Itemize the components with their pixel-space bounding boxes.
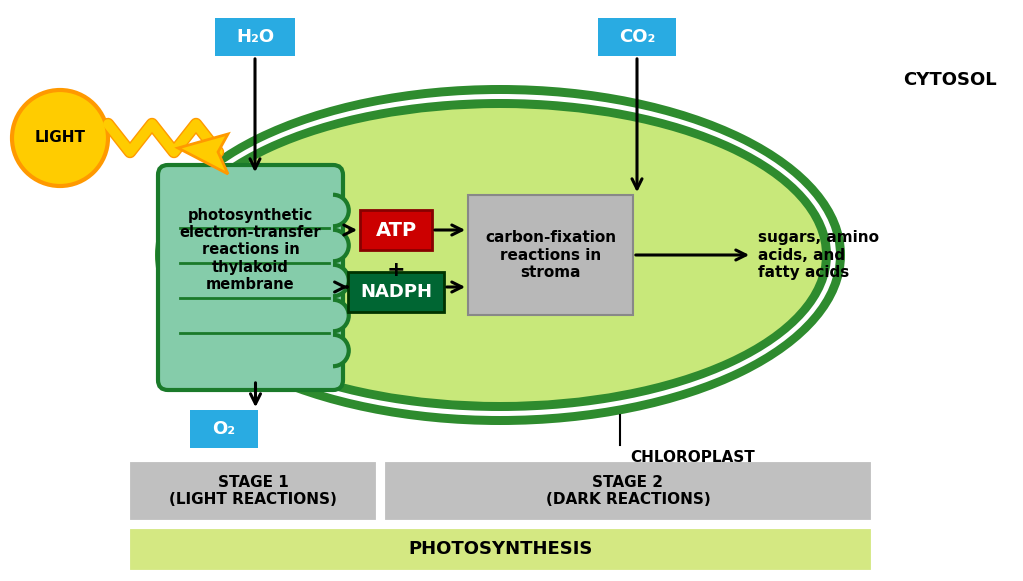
Text: H₂O: H₂O	[236, 28, 274, 46]
Wedge shape	[333, 195, 349, 226]
Ellipse shape	[164, 94, 836, 416]
FancyBboxPatch shape	[468, 195, 633, 315]
FancyBboxPatch shape	[383, 460, 873, 522]
Text: sugars, amino
acids, and
fatty acids: sugars, amino acids, and fatty acids	[758, 230, 879, 280]
FancyBboxPatch shape	[360, 210, 432, 250]
FancyBboxPatch shape	[215, 18, 295, 56]
Text: ATP: ATP	[375, 221, 416, 239]
Text: LIGHT: LIGHT	[35, 131, 86, 145]
Text: CYTOSOL: CYTOSOL	[903, 71, 996, 89]
Text: photosynthetic
electron-transfer
reactions in
thylakoid
membrane: photosynthetic electron-transfer reactio…	[180, 207, 321, 292]
Text: carbon-fixation
reactions in
stroma: carbon-fixation reactions in stroma	[485, 230, 616, 280]
Text: O₂: O₂	[213, 420, 235, 438]
FancyBboxPatch shape	[158, 165, 343, 390]
Ellipse shape	[178, 108, 822, 402]
Polygon shape	[178, 134, 228, 174]
FancyBboxPatch shape	[190, 410, 258, 448]
FancyBboxPatch shape	[598, 18, 676, 56]
FancyBboxPatch shape	[128, 527, 873, 572]
Ellipse shape	[169, 99, 831, 411]
Text: CHLOROPLAST: CHLOROPLAST	[630, 450, 755, 465]
Text: NADPH: NADPH	[360, 283, 432, 301]
Wedge shape	[333, 335, 349, 366]
Text: +: +	[387, 260, 405, 280]
Ellipse shape	[155, 85, 845, 425]
Text: STAGE 2
(DARK REACTIONS): STAGE 2 (DARK REACTIONS)	[545, 475, 710, 507]
FancyBboxPatch shape	[348, 272, 444, 312]
Wedge shape	[333, 265, 349, 296]
Text: PHOTOSYNTHESIS: PHOTOSYNTHESIS	[408, 540, 592, 558]
Wedge shape	[333, 300, 349, 331]
Text: STAGE 1
(LIGHT REACTIONS): STAGE 1 (LIGHT REACTIONS)	[169, 475, 337, 507]
Text: CO₂: CO₂	[619, 28, 655, 46]
Wedge shape	[333, 229, 349, 261]
FancyBboxPatch shape	[128, 460, 379, 522]
Circle shape	[12, 90, 108, 186]
